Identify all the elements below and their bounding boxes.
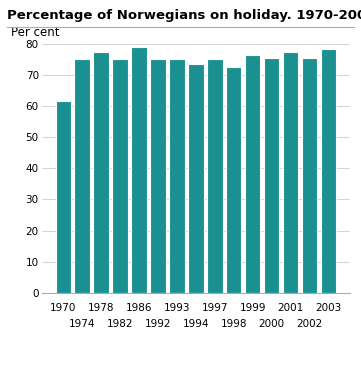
Text: 1997: 1997 [201,303,228,313]
Text: 1982: 1982 [107,319,133,329]
Bar [245,55,260,293]
Bar [283,52,298,293]
Bar [321,49,336,293]
Bar [302,58,317,293]
Bar [207,60,222,293]
Text: 1986: 1986 [126,303,152,313]
Text: 1974: 1974 [69,319,96,329]
Text: 1978: 1978 [88,303,114,313]
Text: Percentage of Norwegians on holiday. 1970-2003: Percentage of Norwegians on holiday. 197… [7,9,361,22]
Text: 1970: 1970 [50,303,77,313]
Text: 2002: 2002 [296,319,323,329]
Text: 1994: 1994 [183,319,209,329]
Text: 1999: 1999 [239,303,266,313]
Bar [93,52,109,293]
Bar [264,58,279,293]
Bar [56,101,71,293]
Bar [112,60,128,293]
Text: 2000: 2000 [258,319,284,329]
Text: 2003: 2003 [315,303,342,313]
Bar [188,64,204,293]
Text: 2001: 2001 [277,303,304,313]
Bar [150,60,166,293]
Text: 1993: 1993 [164,303,190,313]
Text: 1992: 1992 [145,319,171,329]
Bar [131,47,147,293]
Bar [74,60,90,293]
Bar [169,60,185,293]
Bar [226,67,242,293]
Text: 1998: 1998 [221,319,247,329]
Text: Per cent: Per cent [10,26,59,39]
